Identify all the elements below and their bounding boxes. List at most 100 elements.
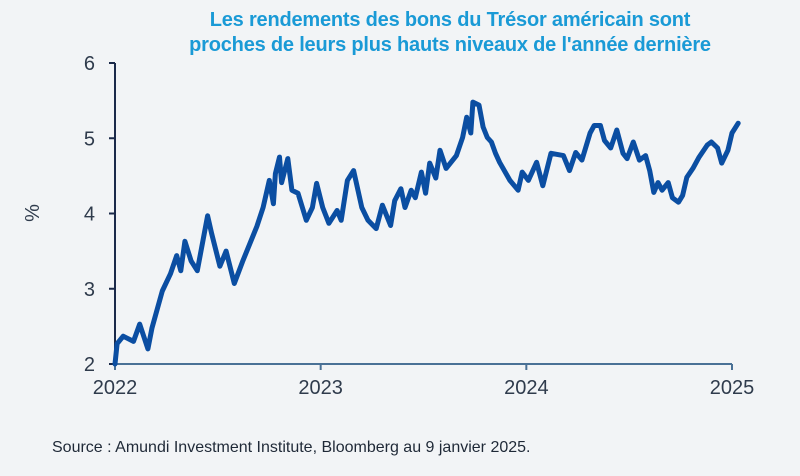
data-point [256,225,258,227]
data-point [550,152,552,154]
data-point [297,192,299,194]
chart-title: Les rendements des bons du Trésor améric… [130,8,770,58]
data-point [219,265,221,267]
data-point [190,260,192,262]
x-ticks: 2022 2023 2024 2025 [93,364,755,399]
data-point [455,155,457,157]
data-point [466,116,468,118]
data-point [133,340,134,342]
data-point [353,170,355,172]
data-point [439,149,441,151]
data-point [410,189,412,191]
data-point [147,348,149,350]
data-point [667,182,669,184]
data-point [645,155,647,157]
data-point [737,122,739,124]
data-point [721,162,723,164]
source-note: Source : Amundi Investment Institute, Bl… [52,439,531,456]
data-point [287,158,289,160]
data-point [176,255,178,257]
data-point [272,203,274,205]
y-tick-label: 4 [84,204,95,226]
data-point [649,170,651,172]
data-point [114,363,116,365]
data-point [657,182,659,184]
data-point [390,225,392,226]
y-tick-label: 5 [84,128,95,150]
data-point [268,179,270,181]
data-point [279,156,280,158]
data-point [495,152,496,154]
data-point [653,191,655,193]
data-point [139,323,141,325]
data-point [367,219,369,221]
data-point [589,132,591,134]
data-point [291,189,293,191]
data-point [638,159,640,161]
data-point [196,270,198,272]
x-tick-label: 2023 [298,377,343,399]
data-point [429,162,431,164]
data-point [499,161,501,163]
data-point [336,210,338,211]
chart-title-line-2: proches de leurs plus hauts niveaux de l… [189,34,711,56]
data-point [472,101,474,103]
data-point [521,171,523,173]
data-point [717,147,719,149]
data-point [184,240,186,242]
data-point [274,173,276,175]
data-point [394,200,396,202]
y-tick-label: 6 [84,53,95,75]
data-point [678,201,679,203]
data-point [517,189,519,191]
data-point [604,140,605,141]
data-point [569,170,570,172]
y-tick-label: 3 [84,279,95,301]
data-point [262,207,264,208]
data-point [490,141,492,143]
data-point [161,290,163,292]
data-point [562,155,564,157]
data-point [727,149,729,151]
data-point [425,192,427,194]
x-tick-label: 2022 [93,377,138,399]
data-point [536,161,538,163]
data-point [170,273,171,275]
data-point [478,104,480,106]
x-tick-label: 2025 [710,377,755,399]
data-point [509,179,511,181]
data-point [435,177,437,179]
data-point [706,144,708,146]
data-point [311,207,313,208]
data-point [682,194,684,196]
data-point [404,207,406,208]
data-point [420,171,422,173]
data-point [381,204,383,206]
data-point [375,228,377,230]
data-point [328,222,330,224]
data-point [207,215,209,217]
data-point [470,132,472,134]
data-point [462,137,464,138]
data-point [661,189,663,191]
data-point [616,129,618,131]
data-point [671,197,673,199]
data-point [692,167,694,169]
data-point [322,207,324,208]
data-point [626,158,628,160]
data-point [281,182,283,184]
data-point [211,233,213,235]
data-point [122,335,124,337]
data-point [116,343,118,345]
data-point [151,327,153,329]
data-point [575,152,577,153]
data-point [698,156,700,158]
data-point [346,179,348,181]
data-point [731,132,733,134]
data-point [622,152,624,154]
data-point [225,250,227,252]
data-point [599,125,601,126]
data-point [581,159,583,161]
data-point [710,141,712,143]
